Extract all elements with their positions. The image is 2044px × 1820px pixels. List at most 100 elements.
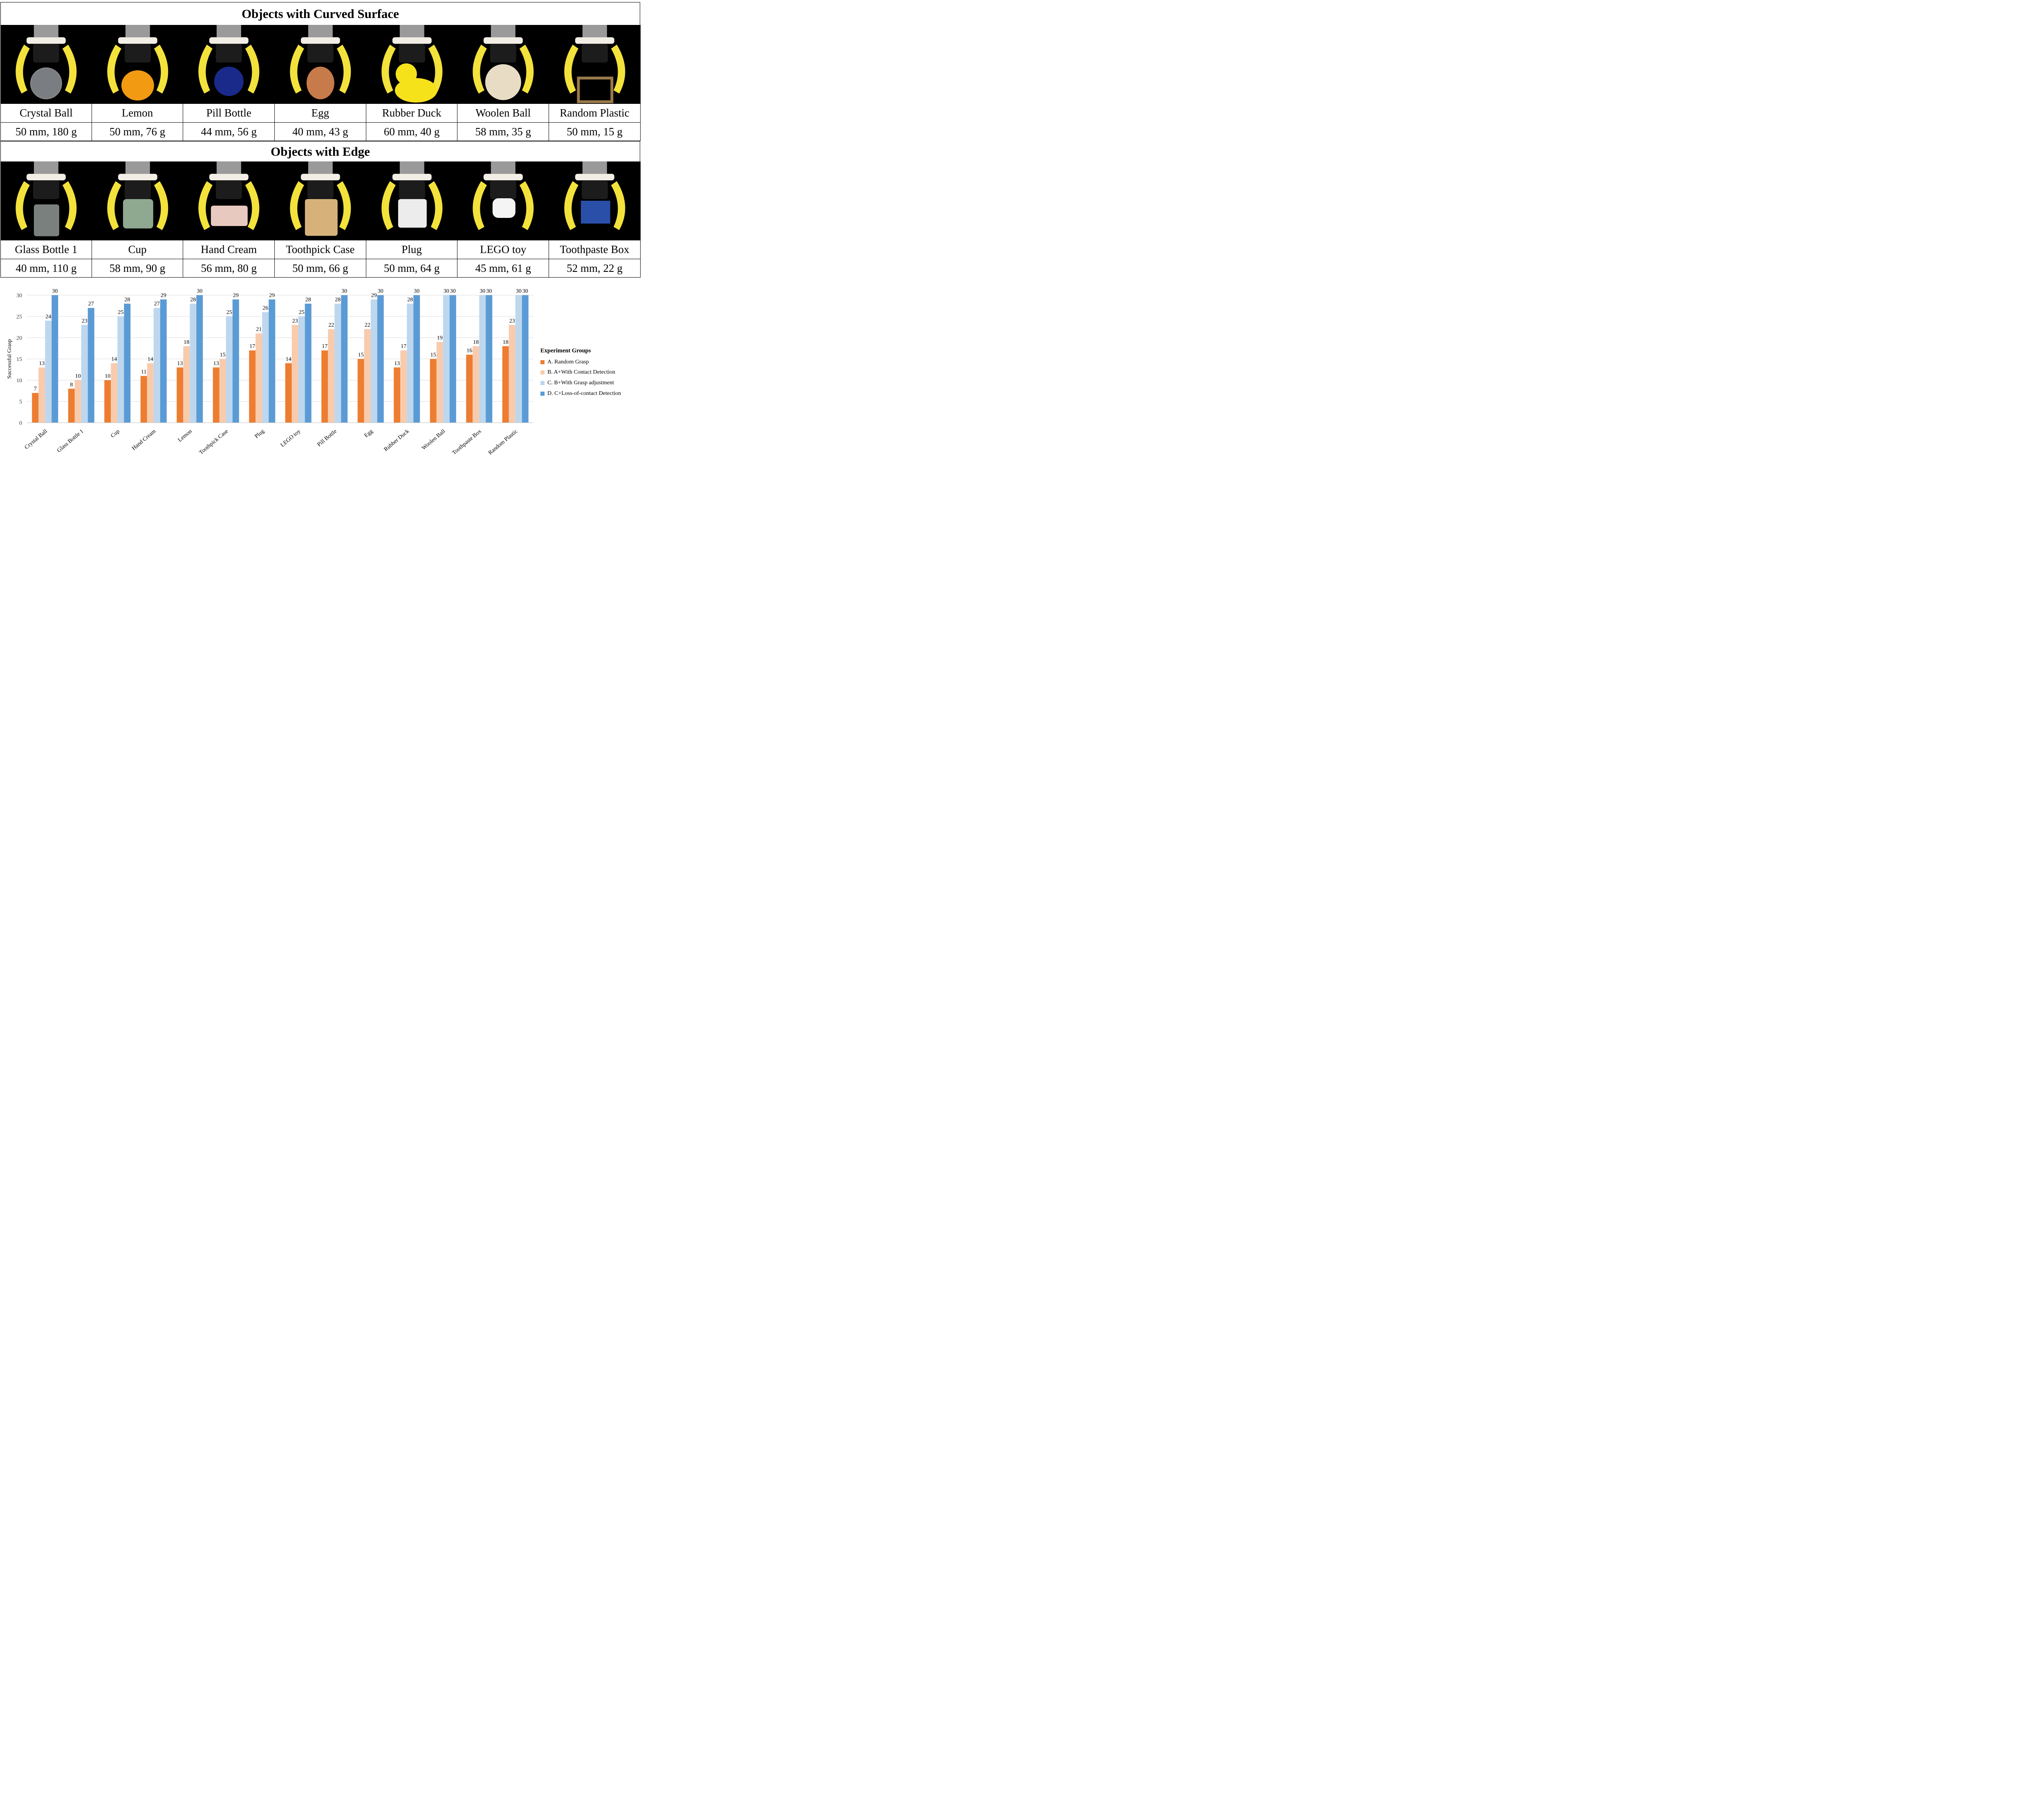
- y-axis-label: Successful Grasp: [7, 339, 13, 379]
- data-label: 17: [401, 343, 406, 350]
- x-tick-label: Hand Cream: [131, 428, 157, 452]
- object-spec: 58 mm, 90 g: [92, 259, 184, 277]
- object-name: Pill Bottle: [183, 104, 275, 122]
- bar: [160, 299, 167, 423]
- bar: [473, 346, 480, 423]
- legend-swatch: [540, 370, 545, 375]
- bar: [104, 380, 111, 423]
- x-tick-label: Random Plastic: [487, 428, 519, 456]
- bar: [52, 295, 58, 423]
- legend-swatch: [540, 360, 545, 364]
- data-label: 27: [154, 301, 160, 307]
- legend-item: C. B+With Grasp adjustment: [540, 378, 621, 388]
- bar: [269, 299, 276, 423]
- bar: [305, 303, 312, 423]
- data-label: 14: [111, 356, 117, 362]
- toothpaste-box-photo: [549, 161, 641, 240]
- data-label: 25: [226, 309, 232, 316]
- x-tick-label: Lemon: [177, 428, 193, 444]
- object-name: Hand Cream: [183, 240, 275, 259]
- legend-swatch: [540, 391, 545, 396]
- bar: [509, 325, 515, 423]
- data-label: 10: [105, 373, 110, 379]
- curved-spec-row: 50 mm, 180 g 50 mm, 76 g 44 mm, 56 g 40 mm,…: [0, 122, 641, 141]
- data-label: 19: [437, 335, 443, 341]
- object-name: Toothpick Case: [275, 240, 366, 259]
- data-label: 30: [197, 288, 202, 294]
- data-label: 15: [220, 352, 226, 358]
- bar: [436, 342, 443, 423]
- bar: [147, 363, 154, 423]
- data-label: 14: [286, 356, 291, 362]
- bar: [111, 363, 118, 423]
- object-name: LEGO toy: [457, 240, 549, 259]
- data-label: 23: [292, 318, 298, 324]
- object-spec: 50 mm, 64 g: [366, 259, 458, 277]
- bar: [87, 308, 94, 423]
- data-label: 26: [262, 305, 268, 312]
- data-label: 13: [177, 361, 183, 367]
- legend-label: C. B+With Grasp adjustment: [547, 379, 614, 386]
- object-spec: 50 mm, 66 g: [275, 259, 366, 277]
- random-plastic-photo: [549, 25, 641, 103]
- edge-section-title: Objects with Edge: [0, 141, 640, 161]
- legend-item: B. A+With Contact Detection: [540, 368, 621, 378]
- object-spec: 50 mm, 15 g: [549, 123, 641, 141]
- curved-section-title: Objects with Curved Surface: [0, 2, 640, 25]
- data-label: 28: [305, 297, 311, 303]
- data-label: 23: [509, 318, 515, 324]
- cup-photo: [92, 161, 184, 240]
- data-label: 11: [141, 369, 146, 375]
- data-label: 25: [118, 309, 123, 316]
- data-label: 30: [52, 288, 58, 294]
- legend-item: D. C+Loss-of-contact Detection: [540, 388, 621, 399]
- curved-name-row: Crystal Ball Lemon Pill Bottle Egg Rubber Du…: [0, 103, 641, 122]
- data-label: 30: [480, 288, 485, 294]
- data-label: 16: [466, 348, 472, 354]
- bar: [341, 295, 348, 423]
- x-tick-label: Toothpaste Box: [451, 428, 483, 456]
- data-label: 15: [358, 352, 364, 358]
- object-spec: 50 mm, 76 g: [92, 123, 184, 141]
- x-tick-label: Glass Bottle 1: [56, 428, 85, 454]
- data-label: 13: [394, 361, 400, 367]
- object-name: Egg: [275, 104, 366, 122]
- bar: [334, 303, 341, 423]
- data-label: 13: [213, 361, 219, 367]
- object-name: Woolen Ball: [457, 104, 549, 122]
- bar: [486, 295, 493, 423]
- bar: [291, 325, 298, 423]
- object-name: Glass Bottle 1: [0, 240, 92, 259]
- object-spec: 40 mm, 43 g: [275, 123, 366, 141]
- object-name: Cup: [92, 240, 184, 259]
- bar: [219, 359, 226, 423]
- legend-item: A. Random Grasp: [540, 357, 621, 368]
- data-label: 18: [503, 339, 509, 345]
- bar: [256, 333, 262, 423]
- y-tick-label: 5: [19, 399, 22, 405]
- data-label: 30: [341, 288, 347, 294]
- bar: [285, 363, 292, 423]
- data-label: 24: [45, 314, 51, 320]
- bar: [400, 350, 407, 423]
- object-name: Lemon: [92, 104, 184, 122]
- x-tick-label: Pill Bottle: [316, 428, 338, 448]
- object-name: Random Plastic: [549, 104, 641, 122]
- x-tick-label: Toothpick Case: [198, 428, 230, 456]
- data-label: 28: [124, 297, 130, 303]
- y-tick-label: 25: [16, 314, 22, 320]
- data-label: 17: [322, 343, 327, 350]
- data-label: 27: [88, 301, 94, 307]
- y-tick-label: 10: [16, 378, 22, 384]
- data-label: 8: [70, 382, 73, 388]
- grasp-bar-chart: 0 5 10 15 20 25 30 Successful Grasp 7 13 24 30 Cryst…: [7, 288, 533, 456]
- data-label: 21: [256, 327, 262, 333]
- bar: [117, 316, 124, 423]
- data-label: 13: [39, 361, 45, 367]
- bar: [249, 350, 256, 423]
- bar: [124, 303, 131, 423]
- object-spec: 45 mm, 61 g: [457, 259, 549, 277]
- object-spec: 52 mm, 22 g: [549, 259, 641, 277]
- bar: [177, 367, 184, 423]
- glass-bottle-photo: [0, 161, 92, 240]
